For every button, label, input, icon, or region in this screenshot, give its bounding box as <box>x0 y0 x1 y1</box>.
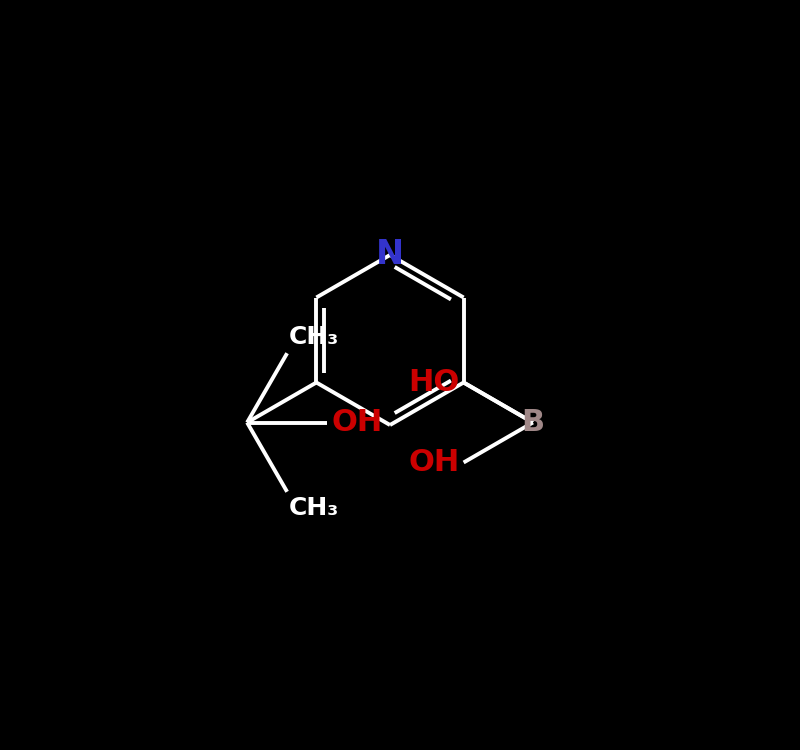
Text: N: N <box>376 238 404 272</box>
Text: OH: OH <box>408 448 460 477</box>
Text: CH₃: CH₃ <box>289 326 339 350</box>
Text: B: B <box>522 408 545 437</box>
Text: HO: HO <box>408 368 460 397</box>
Text: CH₃: CH₃ <box>289 496 339 520</box>
Text: OH: OH <box>331 408 382 437</box>
